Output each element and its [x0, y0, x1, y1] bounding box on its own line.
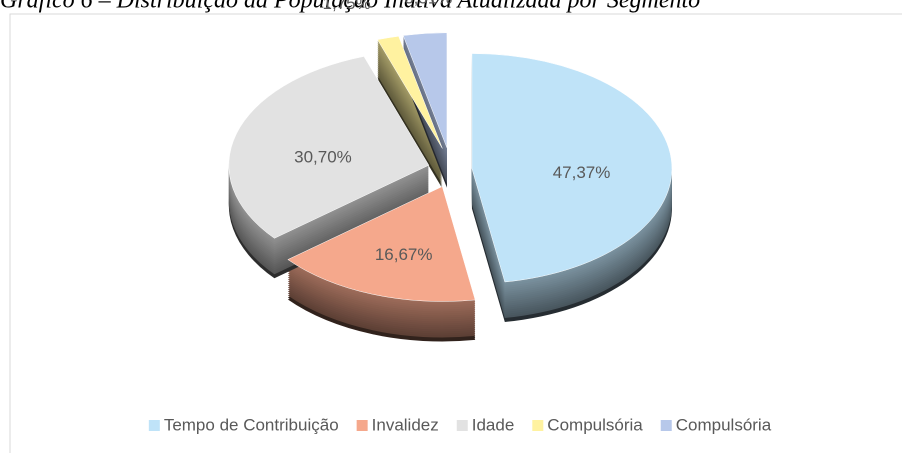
data-label: 47,37%: [553, 163, 611, 182]
chart-title: Gráfico 6 – Distribuição da População In…: [0, 0, 700, 14]
slice: [287, 186, 476, 302]
legend-swatch: [356, 420, 368, 431]
legend-label: Invalidez: [372, 415, 439, 434]
slice: [471, 53, 673, 283]
legend-label: Compulsória: [676, 415, 772, 434]
data-label: 16,67%: [375, 245, 433, 264]
data-label: 3,51%: [404, 0, 452, 8]
data-labels: 47,37% 16,67% 30,70% 1,75% 3,51%: [294, 0, 610, 264]
slice: [377, 35, 443, 149]
legend-label: Idade: [472, 415, 515, 434]
slice: [402, 32, 448, 148]
legend-swatch: [660, 420, 672, 431]
slice: [228, 56, 430, 239]
legend-item: Idade: [456, 415, 515, 434]
legend-swatch: [532, 420, 544, 431]
legend-swatch: [148, 420, 160, 431]
legend-label: Compulsória: [547, 415, 643, 434]
legend-item: Tempo de Contribuição: [148, 415, 339, 434]
legend-item: Compulsória: [660, 415, 772, 434]
legend-item: Compulsória: [532, 415, 643, 434]
legend-label: Tempo de Contribuição: [164, 415, 339, 434]
legend-item: Invalidez: [356, 415, 439, 434]
legend: Tempo de Contribuição Invalidez Idade Compu…: [148, 415, 772, 434]
pie: [228, 32, 673, 342]
legend-swatch: [456, 420, 468, 431]
data-label: 1,75%: [323, 0, 371, 13]
chart-frame: [9, 13, 902, 453]
data-label: 30,70%: [294, 147, 352, 166]
